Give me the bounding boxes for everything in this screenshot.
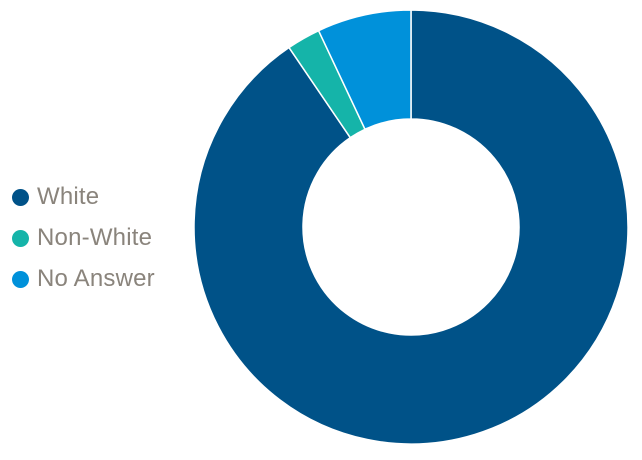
legend-swatch-white bbox=[12, 188, 29, 206]
legend-label-non-white: Non-White bbox=[37, 224, 153, 251]
slice-no-answer bbox=[317, 9, 412, 131]
legend-item-non-white: Non-White bbox=[12, 222, 155, 254]
legend-item-no-answer: No Answer bbox=[12, 263, 155, 295]
legend-swatch-non-white bbox=[12, 229, 29, 247]
legend-item-white: White bbox=[12, 181, 155, 213]
legend-label-white: White bbox=[37, 183, 100, 210]
chart-legend: White Non-White No Answer bbox=[12, 181, 155, 295]
legend-label-no-answer: No Answer bbox=[37, 265, 155, 292]
slice-white bbox=[193, 9, 629, 445]
legend-swatch-no-answer bbox=[12, 270, 29, 288]
